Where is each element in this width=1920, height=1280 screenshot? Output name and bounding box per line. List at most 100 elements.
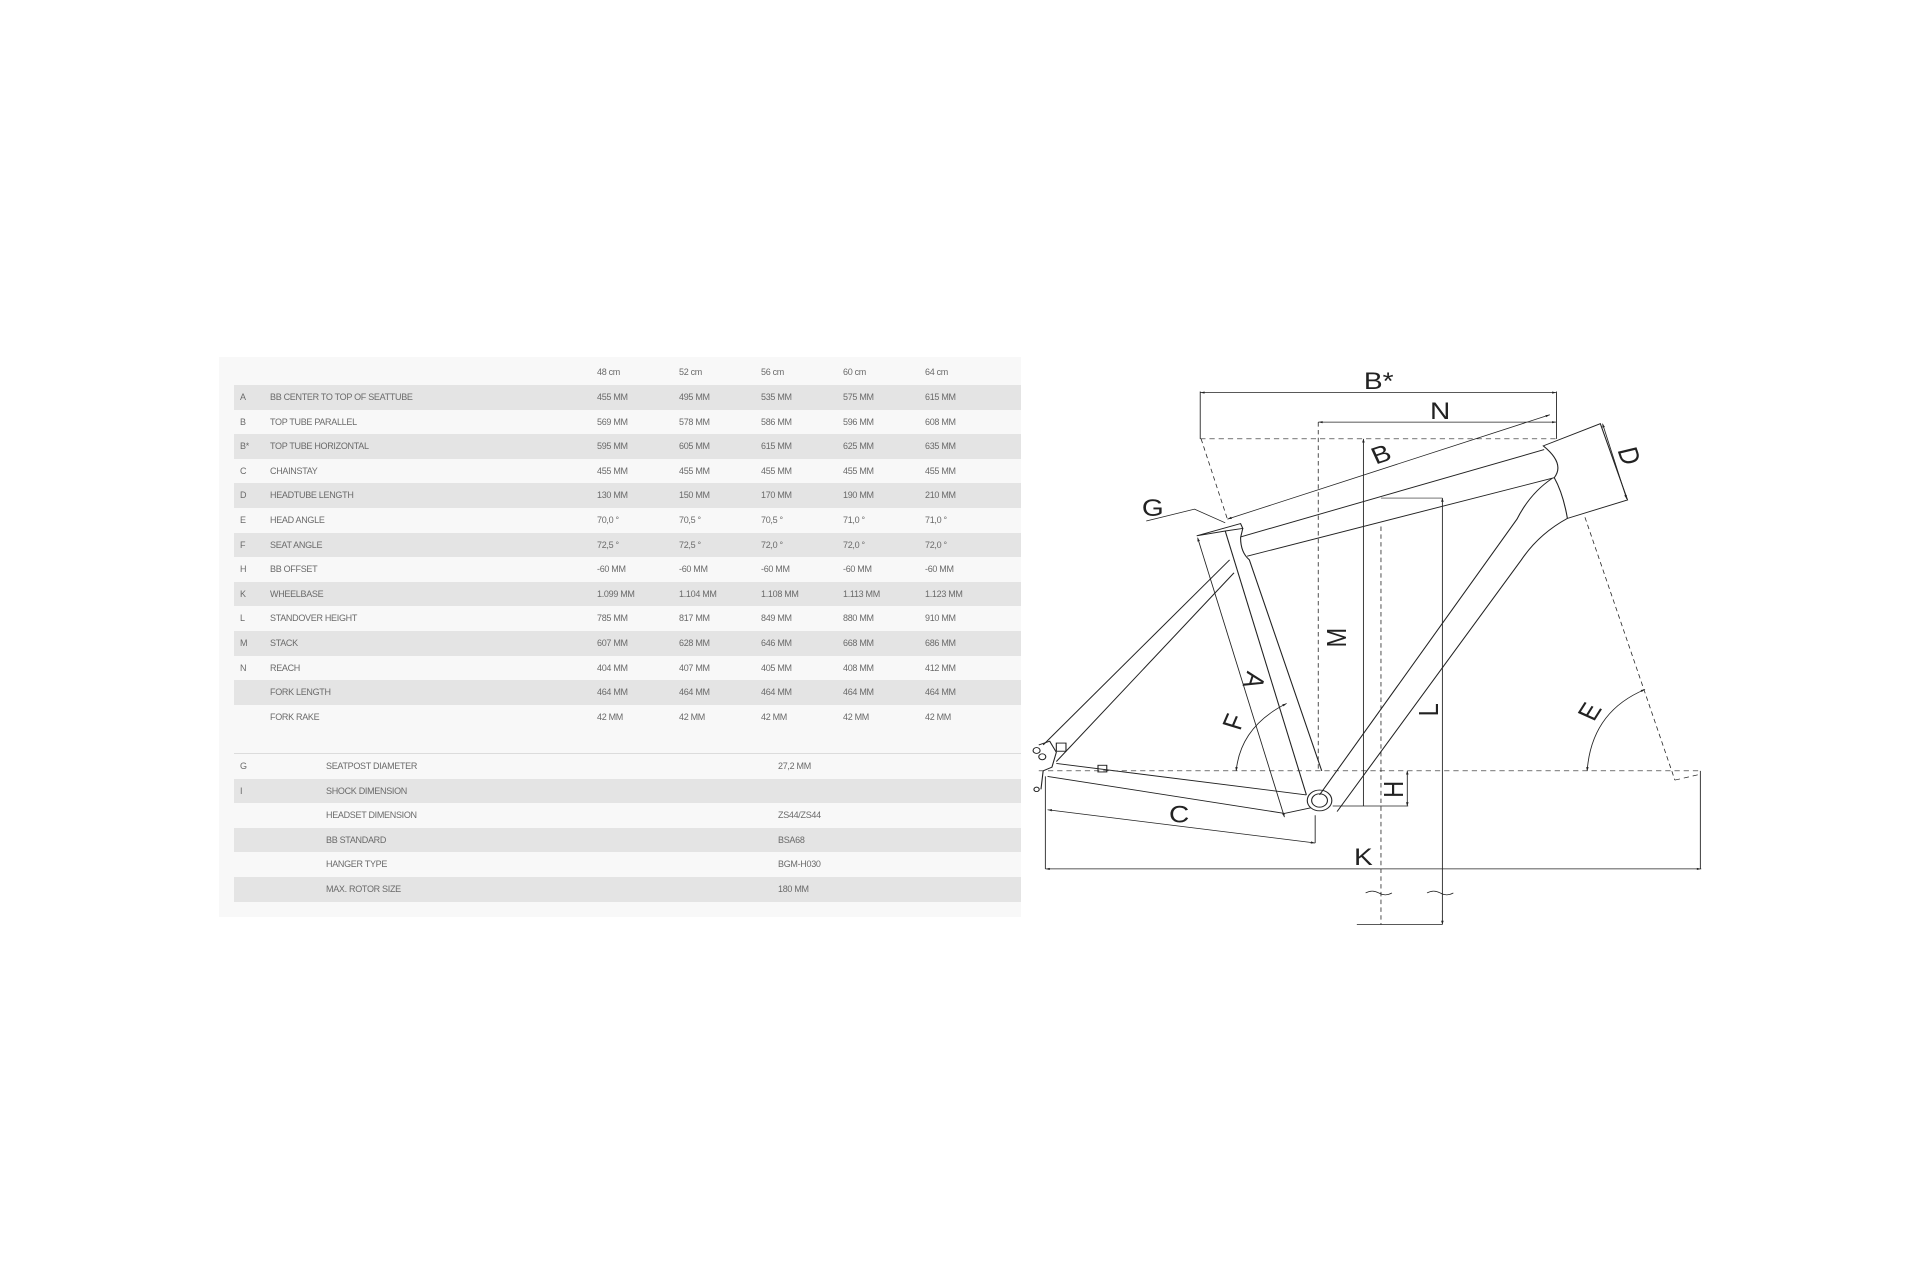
row-code: A bbox=[240, 392, 246, 402]
row-value: 190 MM bbox=[843, 490, 874, 501]
row-value: 635 MM bbox=[925, 441, 956, 452]
row-value: -60 MM bbox=[761, 564, 790, 575]
row-value: 495 MM bbox=[679, 392, 710, 402]
component-row: HANGER TYPE BGM-H030 bbox=[234, 852, 1021, 877]
row-code: K bbox=[240, 588, 246, 599]
row-code: B bbox=[240, 416, 246, 427]
label-h: H bbox=[1377, 781, 1409, 798]
row-value: 150 MM bbox=[679, 490, 710, 501]
row-value: 628 MM bbox=[679, 638, 710, 648]
row-value: 586 MM bbox=[761, 416, 792, 427]
row-label: STACK bbox=[270, 638, 298, 648]
row-code: M bbox=[240, 638, 248, 648]
frame-outline bbox=[1032, 423, 1629, 814]
row-code: L bbox=[240, 613, 245, 624]
row-value: 72,0 ° bbox=[843, 539, 865, 550]
row-label: TOP TUBE PARALLEL bbox=[270, 416, 357, 427]
row-label: HEADTUBE LENGTH bbox=[270, 490, 354, 501]
table-row: FORK RAKE 42 MM 42 MM 42 MM 42 MM 42 MM bbox=[234, 705, 1021, 730]
row-value: 910 MM bbox=[925, 613, 956, 624]
size-header: 60 cm bbox=[843, 367, 867, 377]
row-value: 455 MM bbox=[761, 465, 792, 476]
row-value: 1.104 MM bbox=[679, 588, 717, 599]
row-code: N bbox=[240, 662, 247, 673]
row-code: I bbox=[240, 785, 243, 796]
row-value: 608 MM bbox=[925, 416, 956, 427]
label-b-star: B* bbox=[1364, 367, 1394, 394]
row-value: 1.113 MM bbox=[843, 588, 880, 599]
row-code: G bbox=[240, 761, 247, 771]
row-value: 42 MM bbox=[843, 711, 870, 722]
row-value: -60 MM bbox=[925, 564, 954, 575]
row-value: 412 MM bbox=[925, 662, 956, 673]
label-b: B bbox=[1366, 439, 1395, 470]
row-value: 849 MM bbox=[761, 613, 792, 624]
row-value: 70,0 ° bbox=[597, 515, 619, 525]
table-row: L STANDOVER HEIGHT 785 MM 817 MM 849 MM 880 M… bbox=[234, 606, 1021, 631]
row-label: FORK LENGTH bbox=[270, 687, 331, 698]
row-value: 1.123 MM bbox=[925, 588, 963, 599]
row-value: 130 MM bbox=[597, 490, 628, 501]
row-value: 70,5 ° bbox=[761, 515, 783, 525]
label-n: N bbox=[1430, 397, 1450, 424]
row-label: WHEELBASE bbox=[270, 588, 324, 599]
component-row: BB STANDARD BSA68 bbox=[234, 827, 1021, 853]
table-row: B* TOP TUBE HORIZONTAL 595 MM 605 MM 615 MM 6… bbox=[234, 434, 1021, 459]
table-row: E HEAD ANGLE 70,0 ° 70,5 ° 70,5 ° 71,0 ° 71,0 … bbox=[234, 508, 1021, 533]
row-value: -60 MM bbox=[843, 564, 872, 575]
row-value: 455 MM bbox=[925, 465, 956, 476]
label-c: C bbox=[1169, 801, 1189, 828]
row-value: 646 MM bbox=[761, 638, 792, 648]
row-value: ZS44/ZS44 bbox=[778, 810, 821, 821]
row-value: 615 MM bbox=[761, 441, 792, 452]
row-label: BB CENTER TO TOP OF SEATTUBE bbox=[270, 392, 413, 402]
row-value: 71,0 ° bbox=[925, 515, 947, 525]
component-row: G SEATPOST DIAMETER 27,2 MM bbox=[234, 754, 1021, 779]
row-value: 408 MM bbox=[843, 662, 874, 673]
table-row: D HEADTUBE LENGTH 130 MM 150 MM 170 MM 190 MM… bbox=[234, 483, 1021, 508]
table-row: M STACK 607 MM 628 MM 646 MM 668 MM 686 MM bbox=[234, 631, 1021, 656]
row-value: 455 MM bbox=[597, 465, 628, 476]
row-value: 817 MM bbox=[679, 613, 710, 624]
component-row: MAX. ROTOR SIZE 180 MM bbox=[234, 877, 1021, 902]
table-row: H BB OFFSET -60 MM -60 MM -60 MM -60 MM -60 MM bbox=[234, 557, 1021, 582]
row-value: 615 MM bbox=[925, 392, 956, 402]
table-row: B TOP TUBE PARALLEL 569 MM 578 MM 586 MM 596 … bbox=[234, 410, 1021, 435]
row-value: 464 MM bbox=[597, 687, 628, 698]
row-label: HANGER TYPE bbox=[326, 859, 388, 870]
row-value: 464 MM bbox=[925, 687, 956, 698]
row-label: FORK RAKE bbox=[270, 711, 320, 722]
row-label: HEADSET DIMENSION bbox=[326, 810, 417, 821]
row-label: REACH bbox=[270, 662, 301, 673]
row-value: 72,0 ° bbox=[761, 539, 783, 550]
row-value: 27,2 MM bbox=[778, 761, 811, 771]
row-value: 464 MM bbox=[761, 687, 792, 698]
row-value: 404 MM bbox=[597, 662, 628, 673]
row-value: -60 MM bbox=[597, 564, 626, 575]
row-value: 42 MM bbox=[597, 711, 624, 722]
row-code: B* bbox=[240, 441, 249, 452]
row-code: D bbox=[240, 490, 247, 501]
row-value: 596 MM bbox=[843, 416, 874, 427]
label-m: M bbox=[1320, 628, 1352, 648]
row-value: 1.108 MM bbox=[761, 588, 799, 599]
row-value: 42 MM bbox=[761, 711, 788, 722]
row-value: 668 MM bbox=[843, 638, 874, 648]
row-value: 569 MM bbox=[597, 416, 628, 427]
row-label: BB OFFSET bbox=[270, 564, 318, 575]
row-value: 686 MM bbox=[925, 638, 956, 648]
row-value: 880 MM bbox=[843, 613, 874, 624]
row-value: 605 MM bbox=[679, 441, 710, 452]
row-label: MAX. ROTOR SIZE bbox=[326, 884, 401, 894]
row-code: E bbox=[240, 515, 246, 525]
row-value: 42 MM bbox=[925, 711, 952, 722]
label-k: K bbox=[1354, 843, 1373, 870]
row-value: 42 MM bbox=[679, 711, 706, 722]
geometry-table-panel: 48 cm 52 cm 56 cm 60 cm 64 cm A BB CENTER TO … bbox=[219, 357, 1021, 917]
row-label: TOP TUBE HORIZONTAL bbox=[270, 441, 369, 452]
frame-geometry-diagram: B* N B D G A M L F E H C K bbox=[1030, 360, 1710, 930]
row-code: H bbox=[240, 564, 247, 575]
row-label: HEAD ANGLE bbox=[270, 515, 325, 525]
table-row: C CHAINSTAY 455 MM 455 MM 455 MM 455 MM 455 MM bbox=[234, 459, 1021, 484]
size-header: 56 cm bbox=[761, 367, 785, 377]
